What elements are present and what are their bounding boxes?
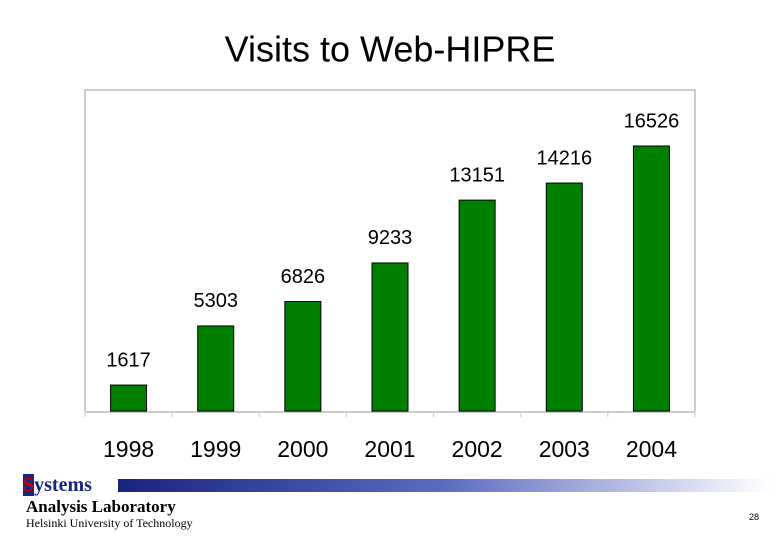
bar: [458, 199, 496, 412]
x-tick-label: 1998: [103, 436, 154, 462]
data-label: 14216: [536, 147, 592, 169]
data-label: 9233: [368, 227, 413, 249]
bar: [110, 384, 148, 412]
x-tick-label: 1999: [190, 436, 241, 462]
university: Helsinki University of Technology: [26, 516, 193, 530]
chart: Visits to Web-HIPRE 1998 1617 1999 5303 2000…: [84, 29, 696, 462]
data-label: 1617: [106, 349, 151, 371]
bar: [632, 145, 670, 412]
logo: Systems: [23, 474, 92, 496]
bar: [284, 301, 322, 412]
x-tick-label: 2000: [277, 436, 328, 462]
bar: [545, 182, 583, 412]
data-label: 13151: [449, 164, 505, 186]
bar: [371, 262, 409, 412]
x-tick-label: 2002: [452, 436, 503, 462]
x-tick-label: 2003: [539, 436, 590, 462]
chart-title: Visits to Web-HIPRE: [225, 29, 556, 70]
data-label: 16526: [624, 110, 680, 132]
page-number: 28: [749, 512, 760, 522]
data-label: 6826: [281, 266, 326, 288]
x-tick-label: 2004: [626, 436, 677, 462]
lab-name: Analysis Laboratory: [26, 497, 176, 516]
x-tick-label: 2001: [364, 436, 415, 462]
bar: [197, 325, 235, 412]
data-label: 5303: [193, 290, 238, 312]
footer-band: [118, 479, 770, 492]
